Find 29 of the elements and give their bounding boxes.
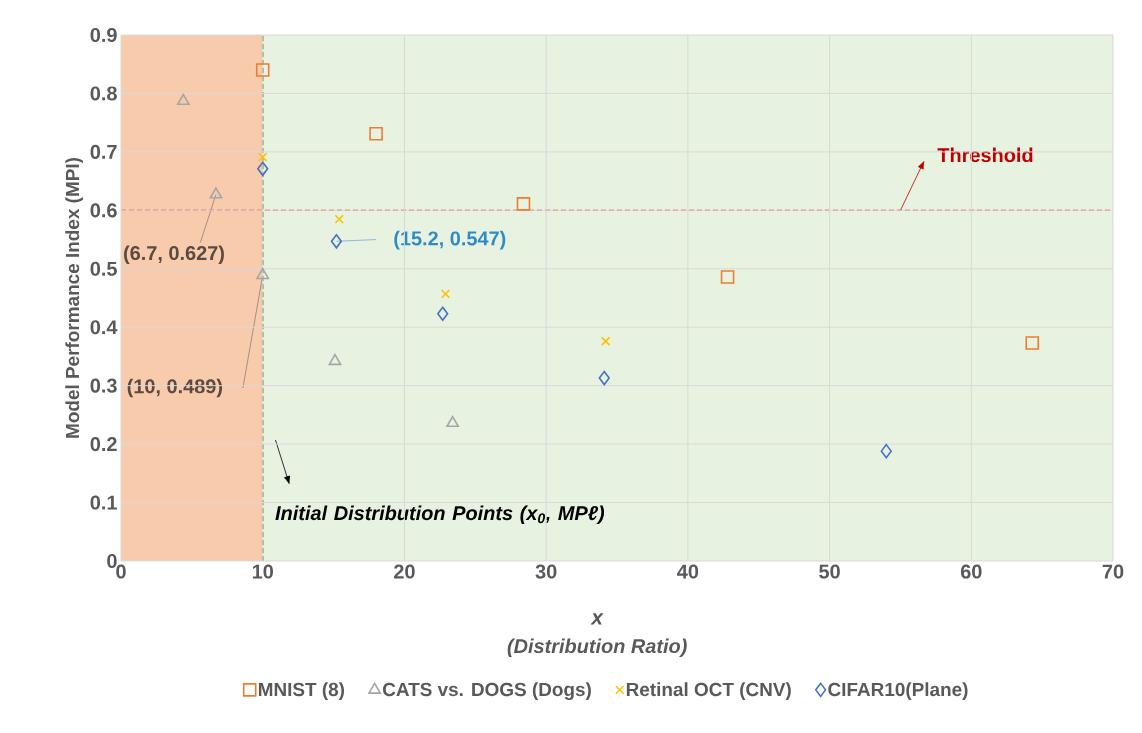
annotation: (6.7, 0.627) <box>124 245 224 265</box>
x-tick-label: 70 <box>1102 564 1124 579</box>
legend-label: CIFAR10(Plane) <box>828 682 968 700</box>
annotation: (15.2, 0.547) <box>394 230 506 250</box>
y-axis-title: Model Performance Index (MPI) <box>65 158 83 438</box>
legend-label: Retinal OCT (CNV) <box>626 682 791 700</box>
y-tick-label: 0.4 <box>90 320 118 335</box>
y-tick-label: 0.8 <box>90 86 117 101</box>
y-tick-label: 0.2 <box>90 437 117 452</box>
y-tick-label: 0 <box>107 553 117 569</box>
y-tick-label: 0.6 <box>90 203 117 218</box>
x-tick-label: 50 <box>819 564 840 579</box>
ref-line-label: Threshold <box>937 147 1033 163</box>
y-tick-label: 0.3 <box>90 378 117 393</box>
y-tick-label: 0.1 <box>90 495 117 510</box>
ref-line-label: Initial Distribution Points (x$_{0}$, MPℓ) <box>275 505 605 525</box>
x-tick-label: 60 <box>960 564 982 579</box>
y-tick-label: 0.5 <box>90 261 117 276</box>
annotation: (10, 0.489) <box>127 378 223 398</box>
x-tick-label: 30 <box>535 564 557 579</box>
legend-label: CATS vs. DOGS (Dogs) <box>383 682 591 700</box>
x-tick-label: 10 <box>252 564 273 579</box>
x-tick-label: 20 <box>394 564 415 579</box>
y-tick-label: 0.7 <box>90 144 117 159</box>
x-tick-label: 40 <box>677 564 699 579</box>
y-tick-label: 0.9 <box>90 27 117 43</box>
legend-label: MNIST (8) <box>258 682 345 700</box>
x-axis-title: x <box>590 613 604 625</box>
text: (Distribution Ratio) <box>507 638 687 658</box>
